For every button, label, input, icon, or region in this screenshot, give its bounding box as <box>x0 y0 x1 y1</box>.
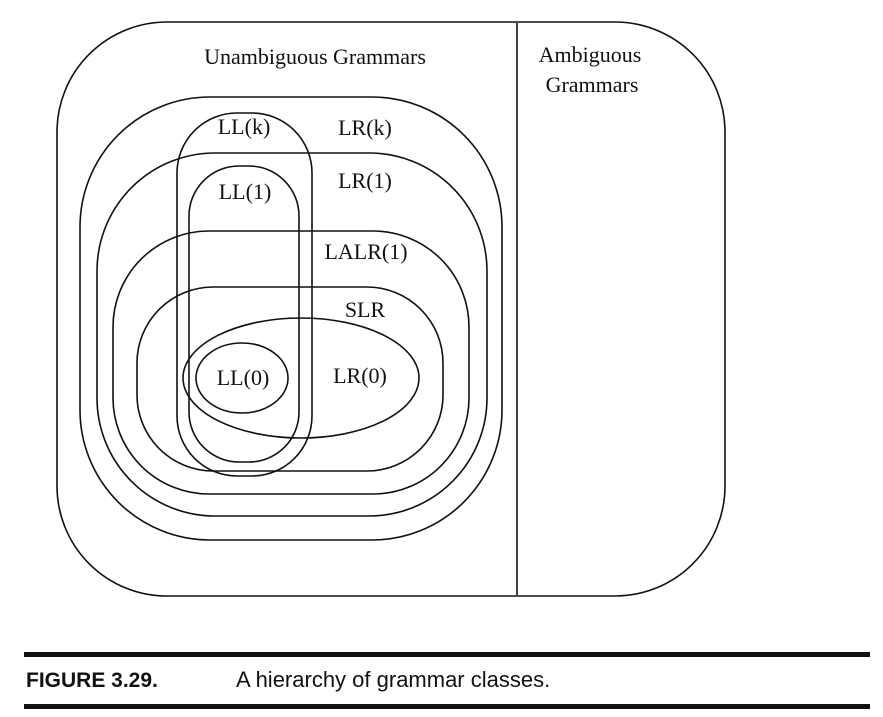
lr-k-region <box>79 96 503 541</box>
ambiguous-grammars-label-line1: Ambiguous <box>539 42 642 67</box>
lr-k-label: LR(k) <box>338 115 392 140</box>
all-grammars-boundary <box>56 21 726 597</box>
ll-0-label: LL(0) <box>217 365 270 390</box>
slr-label: SLR <box>345 297 386 322</box>
unambiguous-grammars-label: Unambiguous Grammars <box>204 44 426 69</box>
caption-top-rule <box>24 652 870 657</box>
lr-0-region <box>182 317 420 439</box>
figure-caption: FIGURE 3.29. A hierarchy of grammar class… <box>26 664 866 696</box>
figure-caption-text: A hierarchy of grammar classes. <box>236 667 551 692</box>
lr-1-region <box>96 152 488 517</box>
ll-1-label: LL(1) <box>219 179 272 204</box>
figure-number: FIGURE 3.29. <box>26 669 158 692</box>
ll-k-label: LL(k) <box>218 114 271 139</box>
ll-1-region <box>188 165 300 463</box>
lalr-1-region <box>112 230 470 495</box>
lr-1-label: LR(1) <box>338 168 392 193</box>
slr-region <box>136 286 444 472</box>
caption-bottom-rule <box>24 704 870 709</box>
grammar-hierarchy-diagram: Unambiguous Grammars Ambiguous Grammars … <box>56 21 726 597</box>
lr-0-label: LR(0) <box>333 363 387 388</box>
ambiguous-grammars-label-line2: Grammars <box>546 72 639 97</box>
ll-k-region <box>176 112 313 477</box>
lalr-1-label: LALR(1) <box>324 239 407 264</box>
ll-0-region <box>195 342 289 414</box>
